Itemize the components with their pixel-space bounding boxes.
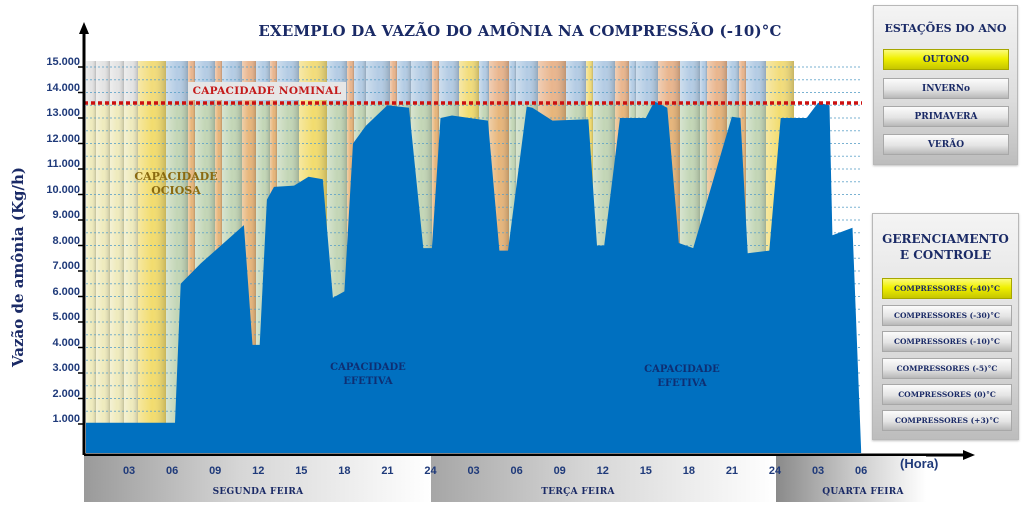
compressor-button-minus5[interactable]: COMPRESSORES (-5)°C — [882, 358, 1012, 379]
y-tick-label: 7.000 — [52, 260, 80, 272]
x-tick-label: 12 — [596, 465, 609, 477]
seasons-panel-title: ESTAÇÕES DO ANO — [884, 22, 1007, 35]
day-label-tuesday: TERÇA FEIRA — [541, 487, 615, 497]
y-axis-label: Vazão de amônia (Kg/h) — [9, 167, 27, 367]
control-panel-title-line2: E CONTROLE — [899, 248, 992, 262]
y-tick-label: 5.000 — [52, 311, 80, 323]
x-tick-label: 24 — [768, 465, 782, 477]
x-axis-unit-label: (Hora) — [900, 456, 939, 471]
x-tick-label: 09 — [553, 465, 566, 477]
idle-capacity-line2: OCIOSA — [151, 184, 201, 197]
chart-title: EXEMPLO DA VAZÃO DO AMÔNIA NA COMPRESSÃO… — [258, 22, 782, 40]
x-tick-label: 12 — [252, 465, 265, 477]
season-button-verao[interactable]: VERÃO — [883, 134, 1009, 155]
y-tick-label: 4.000 — [52, 336, 80, 349]
season-button-outono[interactable]: OUTONO — [883, 49, 1009, 70]
nominal-capacity-label: CAPACIDADE NOMINAL — [188, 82, 346, 100]
x-axis-arrow-icon — [963, 450, 975, 460]
x-tick-label: 03 — [811, 465, 825, 477]
control-panel-title-line1: GERENCIAMENTO — [882, 232, 1009, 246]
x-tick-label: 18 — [338, 465, 351, 477]
x-tick-label: 21 — [381, 465, 394, 477]
compressor-button-0[interactable]: COMPRESSORES (0)°C — [882, 384, 1012, 405]
y-tick-label: 6.000 — [52, 285, 80, 298]
effective-capacity-label-1: CAPACIDADE EFETIVA — [308, 361, 428, 389]
x-tick-label: 03 — [467, 465, 480, 477]
x-tick-label: 24 — [424, 465, 437, 477]
seasons-panel: ESTAÇÕES DO ANO OUTONO INVERNo PRIMAVERA… — [873, 5, 1018, 165]
compressor-button-minus10[interactable]: COMPRESSORES (-10)°C — [882, 331, 1012, 352]
control-panel: GERENCIAMENTO E CONTROLE COMPRESSORES (-… — [872, 213, 1019, 440]
x-tick-label: 06 — [855, 465, 868, 477]
compressor-button-minus40[interactable]: COMPRESSORES (-40)°C — [882, 278, 1012, 299]
y-tick-label: 8.000 — [52, 234, 80, 247]
season-button-inverno[interactable]: INVERNo — [883, 78, 1009, 99]
effective-capacity-2-line1: CAPACIDADE — [644, 364, 720, 375]
x-tick-label: 18 — [682, 465, 695, 477]
y-tick-label: 2.000 — [52, 387, 80, 400]
control-panel-title: GERENCIAMENTO E CONTROLE — [873, 231, 1018, 263]
y-tick-label: 12.000 — [46, 132, 80, 145]
y-tick-label: 11.000 — [46, 158, 80, 170]
effective-capacity-2-line2: EFETIVA — [657, 378, 707, 389]
x-tick-label: 21 — [725, 465, 739, 477]
y-tick-label: 3.000 — [52, 362, 80, 374]
x-tick-label: 06 — [510, 465, 523, 477]
idle-capacity-line1: CAPACIDADE — [134, 170, 218, 183]
y-tick-label: 1.000 — [52, 413, 80, 425]
season-button-primavera[interactable]: PRIMAVERA — [883, 106, 1009, 127]
effective-capacity-area — [86, 101, 862, 454]
y-axis-arrow-icon — [79, 22, 89, 34]
y-tick-label: 14.000 — [46, 81, 80, 94]
effective-capacity-1-line2: EFETIVA — [343, 376, 393, 387]
compressor-button-plus3[interactable]: COMPRESSORES (+3)°C — [882, 410, 1012, 431]
y-tick-label: 13.000 — [46, 107, 80, 119]
day-band-tuesday — [431, 456, 776, 502]
day-band-wednesday — [776, 456, 926, 502]
day-label-wednesday: QUARTA FEIRA — [822, 487, 904, 497]
day-label-monday: SEGUNDA FEIRA — [212, 487, 304, 497]
y-tick-marks — [78, 66, 84, 425]
x-tick-label: 06 — [166, 465, 179, 477]
y-tick-label: 10.000 — [46, 183, 80, 196]
x-tick-label: 09 — [209, 465, 222, 477]
day-band-monday — [84, 456, 431, 502]
x-tick-label: 15 — [639, 465, 652, 477]
effective-capacity-1-line1: CAPACIDADE — [330, 362, 406, 373]
idle-capacity-label: CAPACIDADE OCIOSA — [118, 170, 234, 198]
x-tick-label: 15 — [295, 465, 308, 477]
y-tick-label: 9.000 — [52, 209, 80, 221]
compressor-button-minus30[interactable]: COMPRESSORES (-30)°C — [882, 305, 1012, 326]
y-tick-label: 15.000 — [46, 56, 80, 68]
effective-capacity-label-2: CAPACIDADE EFETIVA — [622, 363, 742, 391]
x-tick-label: 03 — [122, 465, 136, 477]
